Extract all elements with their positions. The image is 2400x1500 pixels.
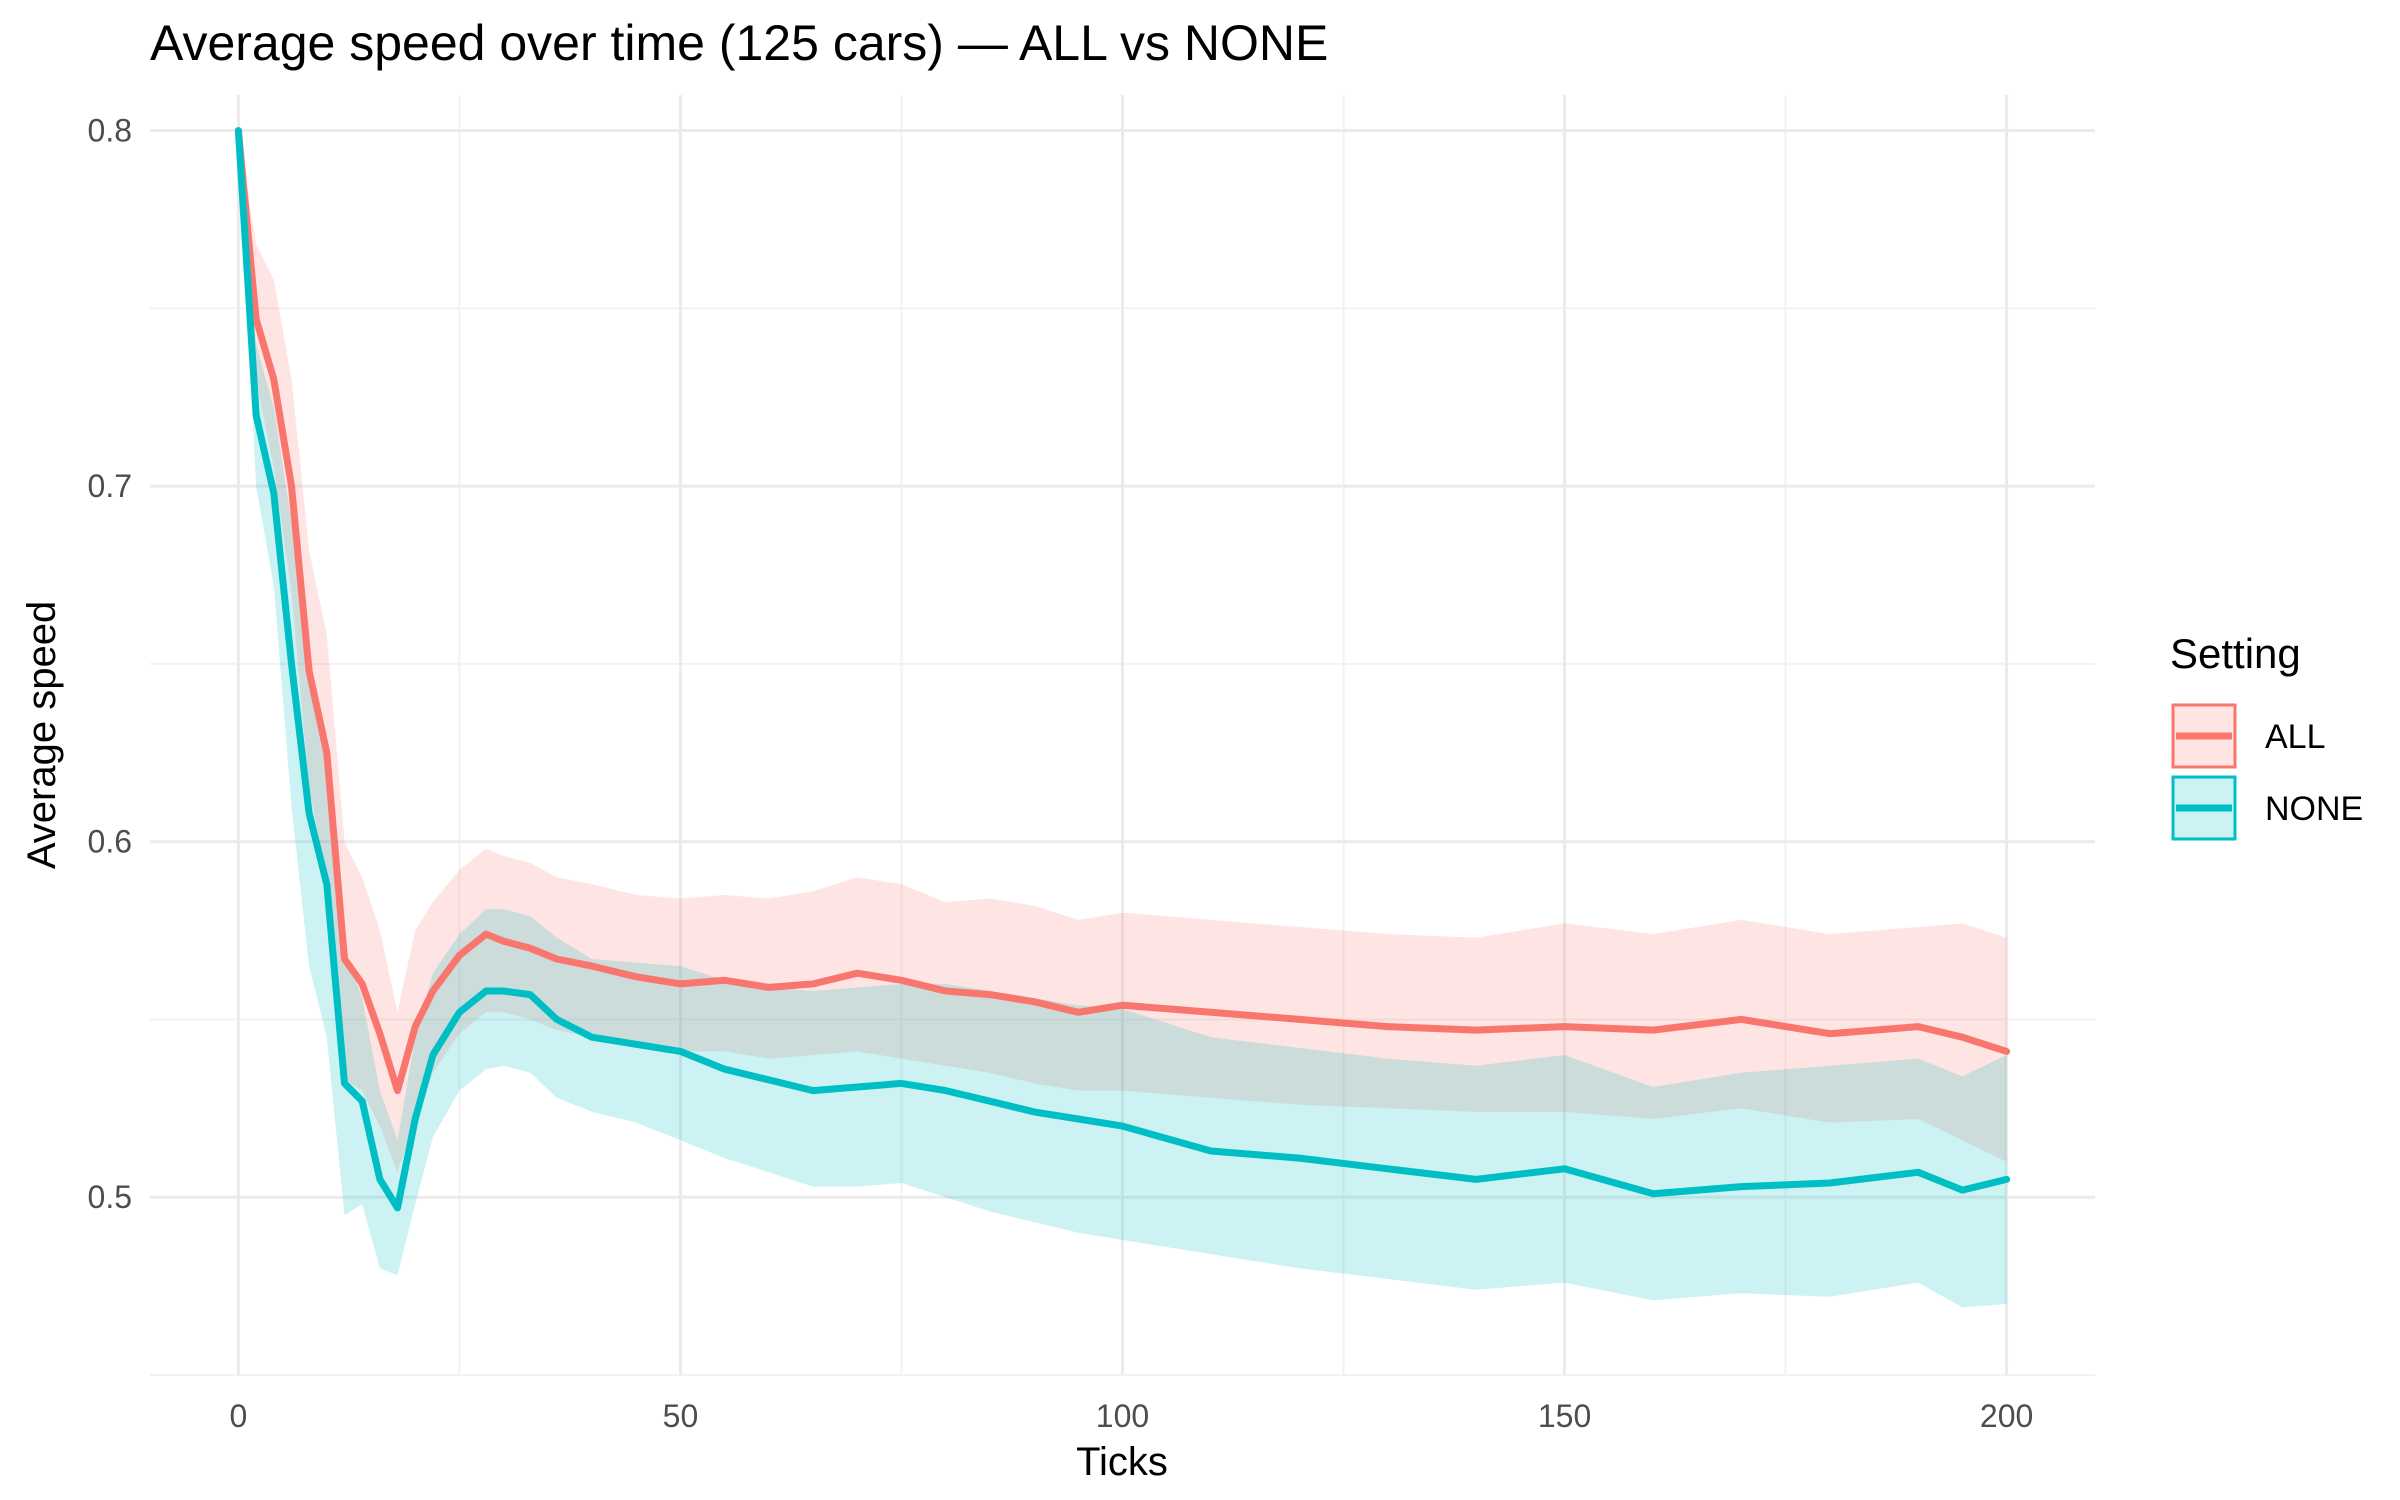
x-tick-label: 50 — [663, 1398, 699, 1434]
legend-label: NONE — [2265, 790, 2363, 828]
x-axis-label: Ticks — [1076, 1440, 1168, 1484]
series-line-none — [234, 127, 2011, 1212]
x-tick-label: 200 — [1980, 1398, 2033, 1434]
series-line-all — [234, 127, 2011, 1095]
plot-area — [150, 95, 2095, 1376]
x-tick-label: 0 — [230, 1398, 248, 1434]
y-tick-label: 0.5 — [88, 1179, 132, 1215]
legend-item-all: ALL — [2171, 703, 2326, 769]
y-tick-label: 0.8 — [88, 113, 132, 149]
chart-title: Average speed over time (125 cars) — ALL… — [150, 15, 1328, 71]
legend-item-none: NONE — [2171, 775, 2363, 841]
confidence-ribbons — [238, 130, 2007, 1308]
grid-major — [150, 95, 2095, 1375]
legend-items: ALL NONE — [2171, 703, 2363, 841]
x-tick-label: 150 — [1538, 1398, 1591, 1434]
ribbon-none — [238, 130, 2007, 1308]
y-tick-label: 0.6 — [88, 824, 132, 860]
y-tick-label: 0.7 — [88, 468, 132, 504]
x-tick-label: 100 — [1096, 1398, 1149, 1434]
series-lines — [234, 127, 2011, 1212]
y-axis-ticks: 0.5 0.6 0.7 0.8 — [88, 113, 132, 1216]
legend-title: Setting — [2170, 630, 2301, 677]
legend: Setting ALL NONE — [2170, 630, 2363, 841]
ribbon-all — [238, 130, 2007, 1173]
y-axis-label: Average speed — [20, 601, 64, 869]
x-axis-ticks: 0 50 100 150 200 — [230, 1398, 2034, 1434]
legend-label: ALL — [2265, 718, 2326, 756]
